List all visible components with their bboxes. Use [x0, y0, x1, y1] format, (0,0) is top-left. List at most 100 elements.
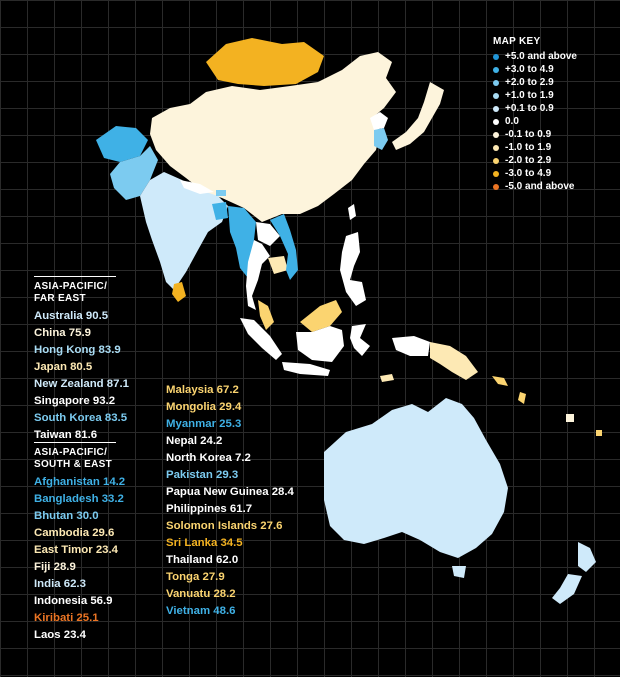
- region-new-zealand: [578, 542, 596, 572]
- country-score: Afghanistan 14.2: [34, 476, 126, 488]
- region-australia: [324, 398, 508, 558]
- country-score: Japan 80.5: [34, 361, 93, 373]
- region-pakistan: [110, 146, 158, 200]
- map-key-row: +2.0 to 2.9: [493, 76, 577, 89]
- region-nepal: [180, 180, 214, 194]
- region-indonesia-borneo: [296, 326, 344, 362]
- section-south-east: ASIA-PACIFIC/ SOUTH & EAST Afghanistan 1…: [34, 442, 125, 644]
- country-score: India 62.3: [34, 578, 86, 590]
- region-solomon-islands: [492, 376, 508, 386]
- region-indonesia-java: [282, 362, 330, 376]
- region-australia-tasmania: [452, 566, 466, 578]
- map-key-label: +1.0 to 1.9: [505, 90, 554, 101]
- country-score: Fiji 28.9: [34, 561, 76, 573]
- region-papua-new-guinea: [430, 342, 478, 380]
- region-east-timor: [380, 374, 394, 382]
- map-key-label: +5.0 and above: [505, 51, 577, 62]
- region-malaysia-borneo: [300, 300, 342, 332]
- map-key-label: -3.0 to 4.9: [505, 168, 552, 179]
- country-score: Indonesia 56.9: [34, 595, 113, 607]
- country-score: South Korea 83.5: [34, 412, 128, 424]
- region-china: [150, 52, 396, 222]
- region-indonesia-sumatra: [240, 318, 282, 360]
- map-key-swatch: [493, 79, 499, 86]
- section-far-east-title: ASIA-PACIFIC/ FAR EAST: [34, 276, 116, 305]
- country-score: Vietnam 48.6: [166, 605, 236, 617]
- country-score: Sri Lanka 34.5: [166, 537, 243, 549]
- map-key-label: -0.1 to 0.9: [505, 129, 552, 140]
- map-key: MAP KEY +5.0 and above +3.0 to 4.9 +2.0 to…: [493, 36, 577, 193]
- section-far-east: ASIA-PACIFIC/ FAR EAST Australia 90.5 Chi…: [34, 276, 129, 444]
- map-key-title: MAP KEY: [493, 36, 541, 47]
- region-indonesia-papua: [392, 336, 430, 356]
- region-north-korea: [370, 112, 388, 130]
- map-key-swatch: [493, 66, 499, 73]
- south-east-list-continued: Malaysia 67.2 Mongolia 29.4 Myanmar 25.3 Ne…: [166, 382, 316, 620]
- country-score: Kiribati 25.1: [34, 612, 99, 624]
- region-malaysia-peninsula: [258, 300, 274, 330]
- region-cambodia: [268, 256, 288, 274]
- map-key-rows: +5.0 and above +3.0 to 4.9 +2.0 to 2.9 +1.0…: [493, 50, 577, 193]
- map-key-swatch: [493, 92, 499, 99]
- map-key-row: -3.0 to 4.9: [493, 167, 577, 180]
- region-sri-lanka: [172, 282, 186, 302]
- country-score: China 75.9: [34, 327, 91, 339]
- country-score: Cambodia 29.6: [34, 527, 115, 539]
- section-south-east-title: ASIA-PACIFIC/ SOUTH & EAST: [34, 442, 116, 471]
- section-south-east-title-line1: ASIA-PACIFIC/: [34, 447, 108, 458]
- region-bangladesh: [212, 202, 228, 220]
- country-score: North Korea 7.2: [166, 452, 251, 464]
- region-tonga: [596, 430, 602, 436]
- map-key-row: +0.1 to 0.9: [493, 102, 577, 115]
- region-afghanistan: [96, 126, 148, 162]
- map-key-swatch: [493, 53, 499, 60]
- map-key-label: +2.0 to 2.9: [505, 77, 554, 88]
- region-vietnam: [270, 214, 298, 280]
- country-score: New Zealand 87.1: [34, 378, 129, 390]
- section-south-east-title-line2: SOUTH & EAST: [34, 459, 113, 470]
- map-key-label: 0.0: [505, 116, 519, 127]
- country-score: Pakistan 29.3: [166, 469, 239, 481]
- section-south-east-continued: Malaysia 67.2 Mongolia 29.4 Myanmar 25.3 Ne…: [166, 382, 316, 620]
- country-score: Nepal 24.2: [166, 435, 223, 447]
- region-india: [140, 172, 228, 290]
- map-key-label: -5.0 and above: [505, 181, 575, 192]
- south-east-list: Afghanistan 14.2 Bangladesh 33.2 Bhutan 30…: [34, 474, 125, 644]
- country-score: Philippines 61.7: [166, 503, 253, 515]
- country-score: Laos 23.4: [34, 629, 86, 641]
- section-far-east-title-line1: ASIA-PACIFIC/: [34, 281, 108, 292]
- region-south-korea: [374, 128, 388, 150]
- region-fiji: [566, 414, 574, 422]
- country-score: Australia 90.5: [34, 310, 109, 322]
- country-score: Taiwan 81.6: [34, 429, 98, 441]
- map-key-swatch: [493, 144, 499, 151]
- country-score: Bhutan 30.0: [34, 510, 99, 522]
- country-score: East Timor 23.4: [34, 544, 118, 556]
- region-mongolia: [206, 38, 324, 86]
- region-new-zealand-south: [552, 574, 582, 604]
- country-score: Tonga 27.9: [166, 571, 225, 583]
- region-bhutan: [216, 190, 226, 196]
- country-score: Singapore 93.2: [34, 395, 116, 407]
- region-japan: [392, 82, 444, 150]
- map-key-swatch: [493, 131, 499, 138]
- country-score: Papua New Guinea 28.4: [166, 486, 294, 498]
- map-key-label: -1.0 to 1.9: [505, 142, 552, 153]
- map-key-row: -5.0 and above: [493, 180, 577, 193]
- map-key-swatch: [493, 118, 499, 125]
- region-indonesia-sulawesi: [350, 324, 370, 356]
- map-key-row: +5.0 and above: [493, 50, 577, 63]
- map-key-row: 0.0: [493, 115, 577, 128]
- country-score: Malaysia 67.2: [166, 384, 239, 396]
- map-key-row: +3.0 to 4.9: [493, 63, 577, 76]
- country-score: Vanuatu 28.2: [166, 588, 236, 600]
- map-key-row: +1.0 to 1.9: [493, 89, 577, 102]
- section-far-east-title-line2: FAR EAST: [34, 293, 86, 304]
- map-key-label: +3.0 to 4.9: [505, 64, 554, 75]
- region-vanuatu: [518, 392, 526, 404]
- country-score: Solomon Islands 27.6: [166, 520, 283, 532]
- map-key-row: -2.0 to 2.9: [493, 154, 577, 167]
- map-key-swatch: [493, 170, 499, 177]
- far-east-list: Australia 90.5 China 75.9 Hong Kong 83.9 Ja…: [34, 308, 129, 444]
